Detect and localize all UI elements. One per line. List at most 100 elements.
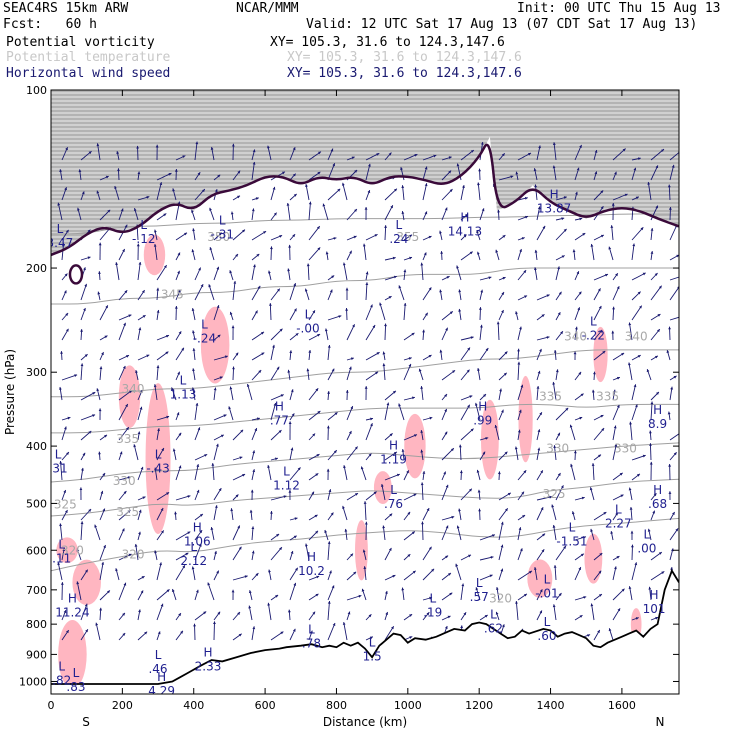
wind-vector xyxy=(555,545,567,561)
x-tick-label: 600 xyxy=(255,699,276,712)
wind-vector-head xyxy=(80,521,84,525)
y-tick-label: 400 xyxy=(26,440,47,453)
extremum-marker: H xyxy=(203,645,212,659)
theta-label: 340 xyxy=(564,329,587,343)
wind-vector-head xyxy=(160,508,164,511)
wind-vector-head xyxy=(501,310,504,313)
wind-vector-head xyxy=(658,552,662,555)
wind-vector-head xyxy=(252,161,256,165)
wind-vector-head xyxy=(616,286,620,290)
wind-vector xyxy=(631,243,635,261)
wind-vector-head xyxy=(667,184,671,188)
extremum-marker: L xyxy=(55,448,62,462)
wind-vector xyxy=(137,261,141,281)
wind-vector xyxy=(232,280,236,301)
wind-vector-head xyxy=(64,290,67,294)
wind-vector xyxy=(80,521,83,541)
wind-vector-head xyxy=(123,582,127,586)
wind-vector-head xyxy=(578,567,581,571)
wind-vector-head xyxy=(668,464,672,467)
wind-vector xyxy=(517,570,533,581)
wind-vector-head xyxy=(214,189,218,192)
wind-vector-head xyxy=(630,530,634,534)
wind-vector-head xyxy=(345,287,349,291)
wind-vector xyxy=(308,225,321,241)
wind-vector-head xyxy=(492,534,495,537)
wind-vector xyxy=(383,363,386,381)
wind-vector xyxy=(232,229,246,241)
wind-vector xyxy=(267,602,272,621)
wind-vector-head xyxy=(552,165,556,169)
wind-vector-head xyxy=(519,249,522,252)
wind-vector-head xyxy=(219,376,223,380)
wind-vector-head xyxy=(64,426,67,430)
wind-vector-head xyxy=(268,270,271,274)
wind-vectors xyxy=(57,141,679,641)
wind-vector xyxy=(251,230,267,241)
wind-vector-head xyxy=(507,492,511,496)
wind-vector xyxy=(517,361,520,381)
wind-vector-head xyxy=(515,311,518,315)
wind-vector-head xyxy=(628,322,632,326)
wind-vector-head xyxy=(353,235,357,239)
extremum-marker: L xyxy=(155,448,162,462)
wind-vector-head xyxy=(448,156,452,160)
wind-vector-head xyxy=(424,166,428,170)
axes: 0 200 400 600 800 1000 1200 1400 1600 100 200 300 40… xyxy=(19,84,679,712)
wind-vector xyxy=(61,374,78,381)
extremum-marker: H xyxy=(460,211,469,225)
wind-vector-head xyxy=(616,404,620,408)
wind-vector-head xyxy=(153,244,157,247)
wind-vector-head xyxy=(128,314,132,318)
x-axis-north-label: N xyxy=(656,715,665,729)
wind-vector-head xyxy=(235,352,239,356)
wind-vector-head xyxy=(581,496,585,500)
extremum-marker: L xyxy=(73,666,80,680)
wind-vector-head xyxy=(424,211,428,215)
y-tick-label: 600 xyxy=(26,544,47,557)
wind-vector-head xyxy=(184,232,187,236)
wind-vector-head xyxy=(467,404,470,408)
wind-vector-head xyxy=(214,505,218,508)
wind-vector-head xyxy=(470,428,474,432)
wind-vector-head xyxy=(76,581,80,585)
wind-vector xyxy=(650,148,665,161)
wind-vector-head xyxy=(365,282,369,285)
wind-vector-head xyxy=(67,416,71,420)
theta-contours xyxy=(51,213,679,572)
wind-vector-head xyxy=(426,612,430,616)
wind-vector-head xyxy=(187,495,191,498)
wind-vector-head xyxy=(632,243,636,247)
wind-vector-head xyxy=(422,471,426,474)
wind-vector-head xyxy=(600,234,604,238)
wind-vector-head xyxy=(667,411,671,415)
wind-vector-head xyxy=(253,264,256,268)
wind-vector-head xyxy=(216,266,220,270)
wind-vector-head xyxy=(653,493,657,497)
wind-vector xyxy=(99,305,109,321)
wind-vector xyxy=(398,403,405,421)
extremum-value: 1.5 xyxy=(363,650,382,664)
pv-shading xyxy=(56,234,642,689)
wind-vector-head xyxy=(647,182,651,185)
wind-vector-head xyxy=(561,485,564,489)
wind-vector-head xyxy=(533,567,537,570)
wind-vector-head xyxy=(466,369,470,373)
wind-vector-head xyxy=(348,431,352,434)
wind-vector-head xyxy=(213,621,216,624)
wind-vector xyxy=(289,467,301,481)
wind-vector-head xyxy=(261,331,264,335)
wind-vector-head xyxy=(503,372,507,376)
wind-vector-head xyxy=(238,546,242,550)
pv-maximum xyxy=(404,413,426,479)
wind-vector-head xyxy=(345,390,349,393)
extremum-marker: L xyxy=(180,374,187,388)
wind-vector-head xyxy=(448,573,451,576)
wind-vector-head xyxy=(180,630,183,634)
wind-vector-head xyxy=(136,243,140,247)
wind-vector-head xyxy=(553,445,557,448)
extremum-marker: L xyxy=(390,483,397,497)
wind-vector-head xyxy=(228,406,231,410)
wind-vector-head xyxy=(485,348,489,351)
wind-vector-head xyxy=(482,451,486,455)
